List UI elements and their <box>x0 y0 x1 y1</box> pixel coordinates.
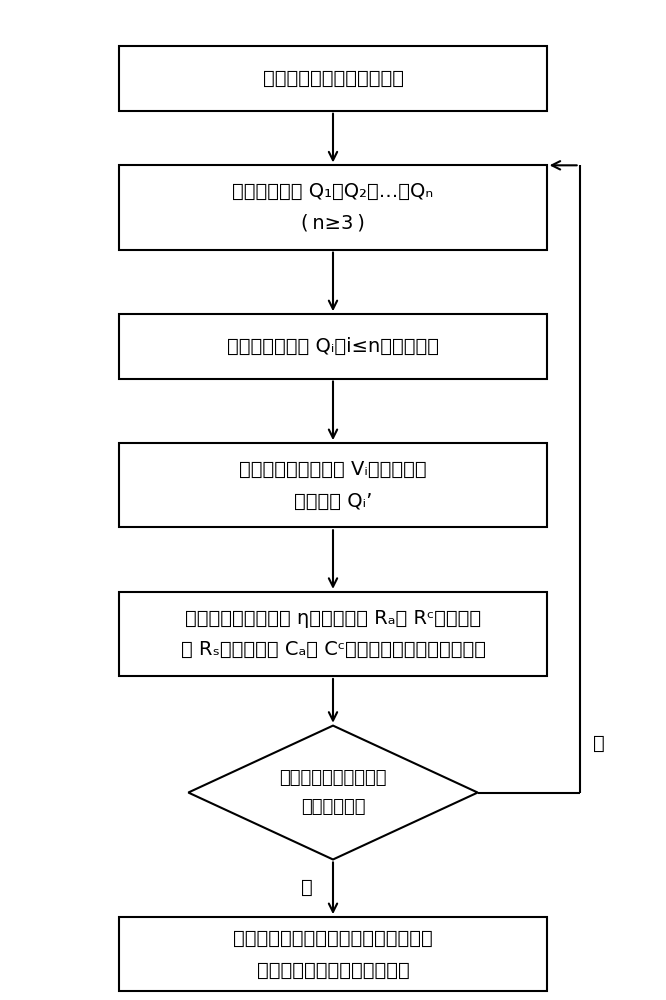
Text: 阻 Rₛ、极化电容 Cₐ和 Cᶜ和与分选档位参数的偏差率: 阻 Rₛ、极化电容 Cₐ和 Cᶜ和与分选档位参数的偏差率 <box>180 640 486 659</box>
Text: ( n≥3 ): ( n≥3 ) <box>301 214 365 233</box>
Text: 的测试实验。: 的测试实验。 <box>301 798 365 816</box>
FancyBboxPatch shape <box>119 46 547 111</box>
Text: 测试锂电池开路电压 Vᵢ、频谱阻抗: 测试锂电池开路电压 Vᵢ、频谱阻抗 <box>239 460 427 479</box>
Text: 将锂电池充电至 Qᵢ（i≤n），并静置: 将锂电池充电至 Qᵢ（i≤n），并静置 <box>227 337 439 356</box>
Text: 将锂电池放电至预设电压値: 将锂电池放电至预设电压値 <box>262 69 404 88</box>
FancyBboxPatch shape <box>119 314 547 379</box>
Polygon shape <box>188 726 478 859</box>
FancyBboxPatch shape <box>119 917 547 991</box>
FancyBboxPatch shape <box>119 443 547 527</box>
Text: 按不同荷电状态中各测试和计算偏差率: 按不同荷电状态中各测试和计算偏差率 <box>233 929 433 948</box>
Text: 分析计算充放电效率 η、极化电阻 Rₐ和 Rᶜ、欧姆电: 分析计算充放电效率 η、极化电阻 Rₐ和 Rᶜ、欧姆电 <box>185 609 481 628</box>
Text: 否: 否 <box>593 733 605 752</box>
Text: 分选出适合梯次利用的锂电池: 分选出适合梯次利用的锂电池 <box>256 961 410 980</box>
FancyBboxPatch shape <box>119 592 547 676</box>
FancyBboxPatch shape <box>119 165 547 250</box>
Text: 完成全部预设充电电量: 完成全部预设充电电量 <box>279 769 387 787</box>
Text: 是: 是 <box>301 878 312 897</box>
Text: 设置充电电量 Q₁、Q₂、…、Qₙ: 设置充电电量 Q₁、Q₂、…、Qₙ <box>232 182 434 201</box>
Text: 和放电量 Qᵢ’: 和放电量 Qᵢ’ <box>294 491 372 510</box>
